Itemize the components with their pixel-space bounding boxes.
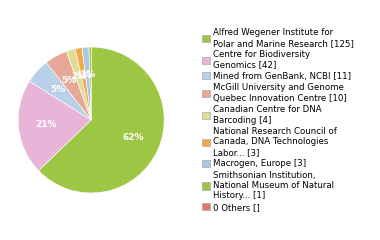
Text: 62%: 62% [122, 133, 144, 142]
Text: 21%: 21% [35, 120, 57, 129]
Wedge shape [75, 48, 91, 120]
Text: 1%: 1% [80, 70, 95, 79]
Wedge shape [46, 51, 91, 120]
Legend: Alfred Wegener Institute for
Polar and Marine Research [125], Centre for Biodive: Alfred Wegener Institute for Polar and M… [201, 27, 355, 213]
Text: 5%: 5% [50, 85, 65, 94]
Text: 1%: 1% [76, 71, 91, 80]
Wedge shape [89, 47, 91, 120]
Wedge shape [82, 47, 91, 120]
Wedge shape [29, 62, 91, 120]
Text: 2%: 2% [71, 72, 86, 81]
Wedge shape [18, 81, 91, 171]
Wedge shape [66, 49, 91, 120]
Wedge shape [39, 47, 164, 193]
Text: 5%: 5% [62, 76, 77, 85]
